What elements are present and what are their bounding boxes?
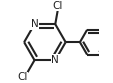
Text: Cl: Cl	[52, 1, 62, 11]
Text: N: N	[30, 19, 38, 29]
Text: Cl: Cl	[17, 72, 27, 82]
Text: N: N	[51, 55, 59, 65]
